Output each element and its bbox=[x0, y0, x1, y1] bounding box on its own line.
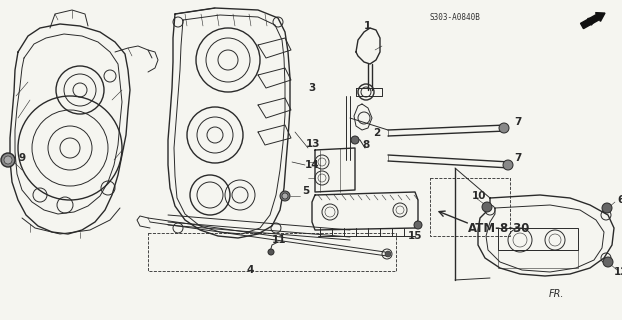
Text: 11: 11 bbox=[272, 235, 287, 245]
Circle shape bbox=[280, 191, 290, 201]
Text: 9: 9 bbox=[18, 153, 25, 163]
Text: FR.: FR. bbox=[549, 289, 564, 299]
Circle shape bbox=[603, 257, 613, 267]
Text: 13: 13 bbox=[306, 139, 320, 149]
Text: 10: 10 bbox=[472, 191, 486, 201]
Text: 12: 12 bbox=[614, 267, 622, 277]
Text: ATM-8-30: ATM-8-30 bbox=[468, 221, 531, 235]
Text: 7: 7 bbox=[514, 153, 521, 163]
Text: 3: 3 bbox=[308, 83, 315, 93]
Bar bbox=[498, 228, 578, 250]
Text: 4: 4 bbox=[247, 265, 254, 275]
Circle shape bbox=[351, 136, 359, 144]
Bar bbox=[498, 250, 578, 268]
Circle shape bbox=[282, 193, 288, 199]
Text: 1: 1 bbox=[364, 21, 371, 31]
Circle shape bbox=[482, 202, 492, 212]
Text: 2: 2 bbox=[373, 128, 380, 138]
Circle shape bbox=[414, 221, 422, 229]
Circle shape bbox=[1, 153, 15, 167]
Text: S303-A0840B: S303-A0840B bbox=[429, 13, 480, 22]
Text: 7: 7 bbox=[514, 117, 521, 127]
Circle shape bbox=[4, 156, 12, 164]
Text: 15: 15 bbox=[408, 231, 422, 241]
Text: 6: 6 bbox=[617, 195, 622, 205]
Circle shape bbox=[503, 160, 513, 170]
FancyArrow shape bbox=[580, 13, 605, 28]
Circle shape bbox=[268, 249, 274, 255]
Bar bbox=[430, 178, 510, 236]
Circle shape bbox=[385, 251, 391, 257]
Text: 5: 5 bbox=[302, 186, 309, 196]
Text: 14: 14 bbox=[305, 160, 320, 170]
Circle shape bbox=[602, 203, 612, 213]
Bar bbox=[148, 233, 396, 271]
Circle shape bbox=[499, 123, 509, 133]
Text: 8: 8 bbox=[362, 140, 369, 150]
